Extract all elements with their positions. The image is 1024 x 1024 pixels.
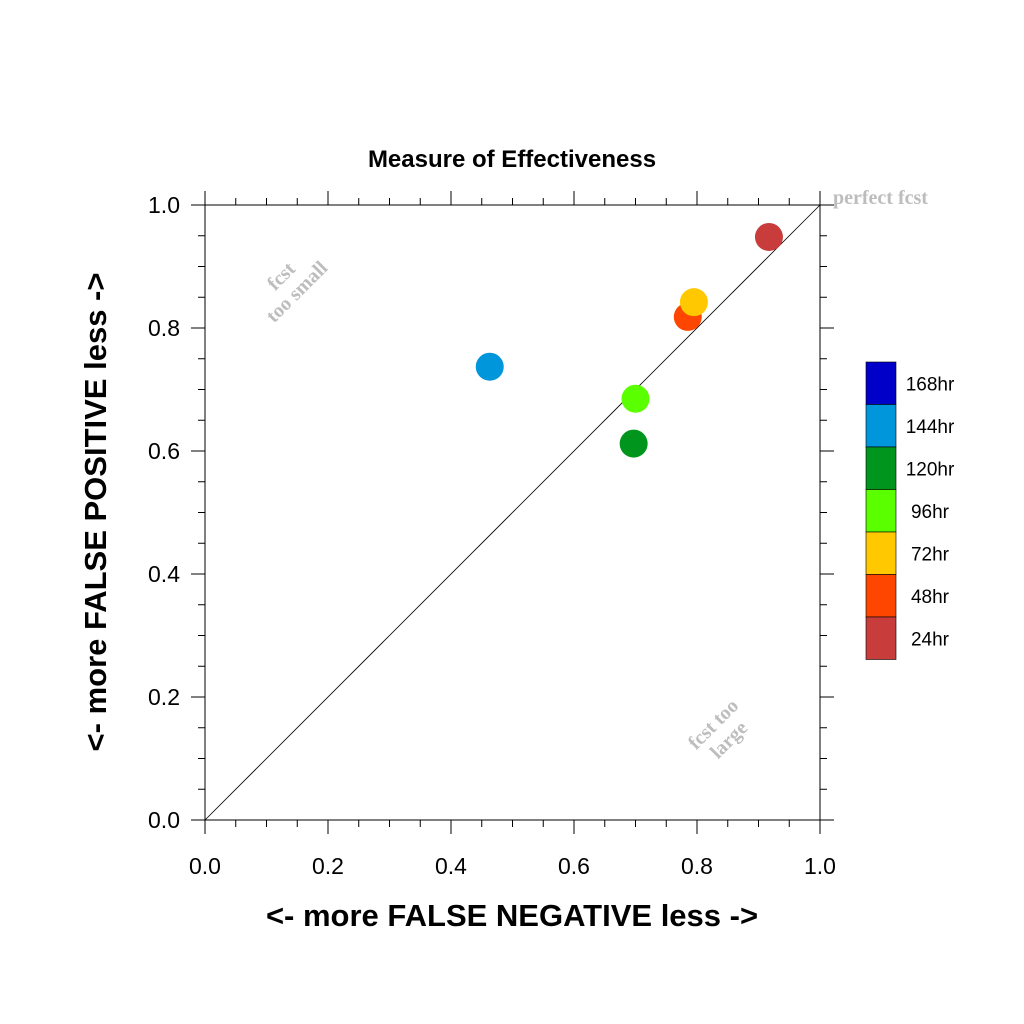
y-tick-label: 0.2	[148, 684, 180, 710]
y-tick-label: 0.8	[148, 315, 180, 341]
legend-label: 120hr	[906, 459, 955, 480]
legend-swatch	[865, 404, 897, 448]
legend: 168hr 144hr 120hr 96hr 72hr 48hr 24hr	[865, 361, 955, 660]
legend-swatch	[865, 489, 897, 533]
too-small-annotation: fcst too small	[262, 257, 332, 327]
y-axis-label: <- more FALSE POSITIVE less ->	[78, 273, 113, 752]
perfect-forecast-annotation: perfect fcst	[833, 187, 928, 209]
legend-swatch	[865, 574, 897, 618]
data-point	[679, 288, 708, 317]
data-point	[475, 352, 504, 381]
y-tick-label: 0.6	[148, 438, 180, 464]
x-tick-label: 0.2	[312, 853, 344, 879]
legend-swatch	[865, 616, 897, 660]
y-tick-label: 1.0	[148, 192, 180, 218]
too-large-annotation: fcst too large	[684, 695, 752, 763]
legend-swatch	[865, 361, 897, 405]
x-tick-labels: 0.0 0.2 0.4 0.6 0.8 1.0	[189, 853, 836, 879]
x-tick-label: 0.0	[189, 853, 221, 879]
y-tick-label: 0.0	[148, 807, 180, 833]
legend-label: 168hr	[906, 374, 955, 395]
data-point	[754, 222, 783, 251]
data-point	[621, 384, 650, 413]
x-tick-label: 0.4	[435, 853, 467, 879]
perfect-diagonal-line	[204, 204, 821, 821]
axis-ticks	[191, 191, 834, 834]
y-tick-label: 0.4	[148, 561, 180, 587]
legend-swatch	[865, 446, 897, 490]
x-tick-label: 0.8	[681, 853, 713, 879]
data-point	[619, 429, 648, 458]
legend-label: 72hr	[911, 544, 950, 565]
legend-label: 144hr	[906, 417, 955, 438]
legend-swatch	[865, 531, 897, 575]
x-axis-label: <- more FALSE NEGATIVE less ->	[266, 898, 758, 933]
legend-label: 24hr	[911, 629, 950, 650]
data-points	[475, 222, 783, 458]
chart-title: Measure of Effectiveness	[368, 146, 656, 173]
x-tick-label: 1.0	[804, 853, 836, 879]
legend-label: 96hr	[911, 502, 950, 523]
too-small-line-2: too small	[262, 257, 332, 327]
y-tick-labels: 0.0 0.2 0.4 0.6 0.8 1.0	[148, 192, 180, 833]
legend-label: 48hr	[911, 587, 950, 608]
x-tick-label: 0.6	[558, 853, 590, 879]
